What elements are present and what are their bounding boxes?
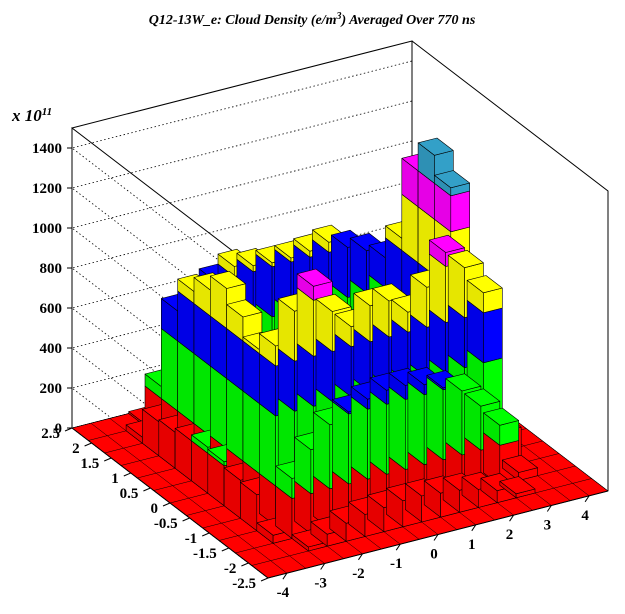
bar-top-face <box>296 268 333 287</box>
y-tick-mark <box>221 547 229 552</box>
right-wall-edge <box>411 40 609 491</box>
bar-side-face <box>242 390 260 474</box>
y-tick-label: -1.5 <box>193 546 217 562</box>
y-tick-mark <box>84 442 92 447</box>
z-tick-label: 200 <box>40 381 63 397</box>
bar-top-face <box>434 170 471 189</box>
x-tick-label: -2 <box>352 566 365 582</box>
y-tick-label: 0 <box>151 501 159 517</box>
y-tick-label: 1.5 <box>80 456 99 472</box>
x-tick-label: 0 <box>430 547 438 563</box>
bar-top-face <box>464 388 501 407</box>
z-tick-label: 400 <box>40 341 63 357</box>
y-tick-label: 2.5 <box>41 426 60 442</box>
z-gridline <box>71 180 413 419</box>
bars-group <box>125 137 538 552</box>
y-tick-mark <box>241 562 249 567</box>
x-tick-mark <box>282 572 288 580</box>
x-tick-mark <box>509 514 514 522</box>
z-tick-label: 1200 <box>32 181 62 197</box>
x-tick-mark <box>320 563 326 570</box>
bar-side-face <box>226 378 244 462</box>
y-tick-label: -2 <box>224 561 237 577</box>
x-tick-mark <box>395 543 401 551</box>
z-gridline <box>71 140 413 379</box>
bar <box>483 407 520 486</box>
bar-side-face <box>210 365 227 449</box>
x-tick-mark <box>546 505 552 512</box>
y-tick-mark <box>162 502 171 507</box>
y-tick-mark <box>104 457 112 462</box>
bar-side-face <box>177 340 195 424</box>
y-tick-mark <box>64 427 73 432</box>
y-tick-label: -0.5 <box>154 516 178 532</box>
x-tick-label: 2 <box>506 527 514 543</box>
bar-front-face <box>450 190 471 233</box>
x-tick-label: 4 <box>581 508 589 524</box>
z-tick-label: 0 <box>55 421 63 437</box>
z-tick-label: 1000 <box>32 221 62 237</box>
bar-top-face <box>447 250 484 269</box>
bar-side-face <box>313 411 331 490</box>
y-tick-mark <box>143 487 151 492</box>
bar <box>499 476 536 499</box>
y-tick-label: -2.5 <box>232 576 256 592</box>
bar-side-face <box>193 353 211 437</box>
chart-title: Q12-13W_e: Cloud Density (e/m3) Averaged… <box>149 11 476 29</box>
bar-top-face <box>445 373 482 392</box>
bar-side-face <box>331 401 350 485</box>
x-tick-mark <box>471 524 477 532</box>
y-tick-label: 2 <box>72 441 80 457</box>
bar-top-face <box>466 275 503 294</box>
bar-side-face <box>369 391 387 475</box>
bar-top-face <box>483 407 520 426</box>
y-tick-label: 0.5 <box>120 486 139 502</box>
x-tick-label: 3 <box>544 518 552 534</box>
bar-front-face <box>483 307 503 364</box>
y-tick-mark <box>202 532 210 537</box>
bar-side-face <box>426 376 444 461</box>
x-tick-mark <box>433 534 439 541</box>
bar-top-face <box>501 454 538 473</box>
x-tick-mark <box>584 495 590 503</box>
bar-top-face <box>428 234 465 253</box>
z-tick-label: 800 <box>40 261 63 277</box>
x-tick-label: -4 <box>277 585 290 601</box>
z-gridline <box>71 100 413 339</box>
z-tick-label: 600 <box>40 301 63 317</box>
z-gridline <box>71 60 413 299</box>
x-tick-mark <box>358 553 363 561</box>
bar-top-face <box>417 137 454 156</box>
bar <box>501 454 538 481</box>
y-tick-label: 1 <box>111 471 119 487</box>
y-tick-mark <box>123 472 131 477</box>
z-tick-label: 1400 <box>32 141 62 157</box>
y-tick-label: -1 <box>185 531 198 547</box>
bar-top-face <box>499 476 536 495</box>
x-tick-label: -1 <box>390 556 403 572</box>
bar-top-face <box>226 299 263 318</box>
bar-side-face <box>388 386 406 470</box>
bar-side-face <box>161 328 178 412</box>
x-tick-label: -3 <box>314 576 327 592</box>
bar <box>291 529 328 552</box>
bar-top-face <box>315 293 352 312</box>
x-tick-label: 1 <box>468 537 476 553</box>
y-tick-mark <box>260 577 269 582</box>
y-tick-mark <box>182 517 190 522</box>
bar-side-face <box>445 378 463 456</box>
bar-top-face <box>210 270 246 289</box>
bar-side-face <box>258 403 277 487</box>
axis-ticks: 0 200 400 600 800 1000 1200 1400 -4 -3 -2 -1 0 1 2 3 4 -2… <box>32 141 590 601</box>
bar-side-face <box>407 381 425 466</box>
bar-side-face <box>350 396 368 480</box>
z-axis-multiplier: x 1011 <box>11 106 52 125</box>
